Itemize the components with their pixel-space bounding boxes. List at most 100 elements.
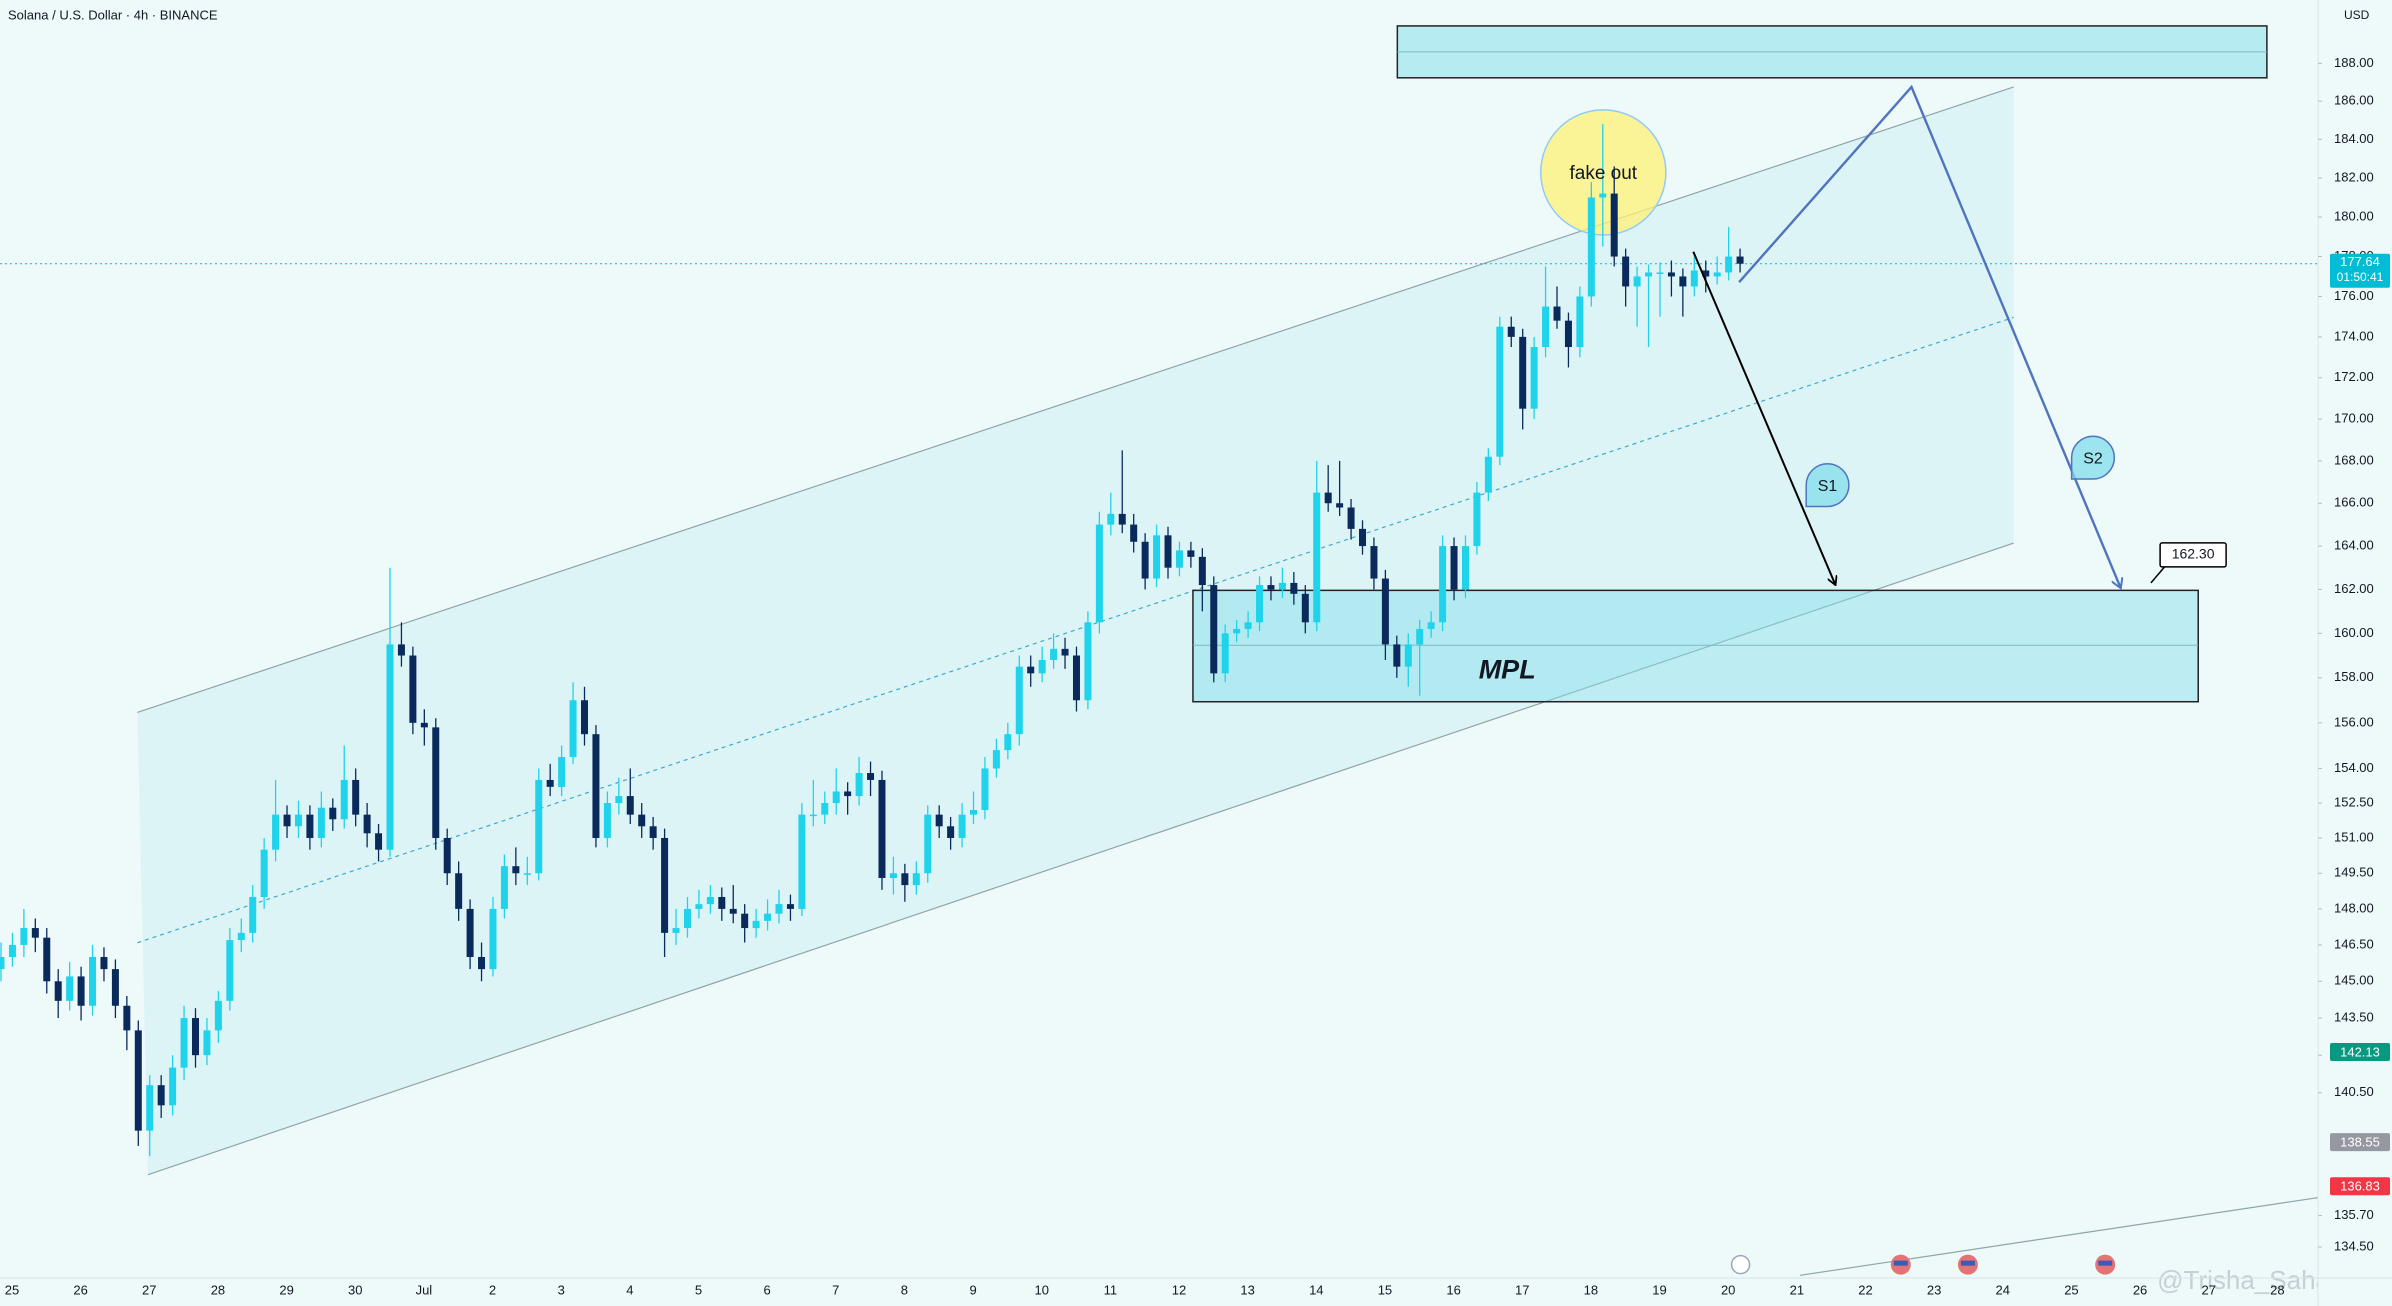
candle-body <box>1404 644 1412 667</box>
candle-body <box>1187 550 1195 557</box>
x-tick-label: 30 <box>348 1282 362 1297</box>
candle-body <box>1507 326 1515 337</box>
candle-body <box>935 814 943 827</box>
candle-body <box>1095 524 1103 623</box>
y-tick-label: 154.00 <box>2334 760 2374 775</box>
candle-body <box>718 896 726 909</box>
candle-body <box>867 773 875 780</box>
channel-fill <box>137 87 2014 1175</box>
x-tick-label: 12 <box>1172 1282 1186 1297</box>
x-tick-label: 28 <box>2270 1282 2284 1297</box>
trend-line <box>1800 1196 2319 1276</box>
y-tick-label: 164.00 <box>2334 538 2374 553</box>
candle-body <box>478 956 486 970</box>
candle-body <box>8 944 16 957</box>
x-tick-label: 21 <box>1790 1282 1804 1297</box>
price-label: 138.55 <box>2340 1135 2380 1150</box>
candle-body <box>1221 633 1229 674</box>
y-tick-label: 170.00 <box>2334 411 2374 426</box>
currency-label: USD <box>2344 8 2370 22</box>
y-tick-label: 186.00 <box>2334 93 2374 108</box>
x-tick-label: 18 <box>1584 1282 1598 1297</box>
candle-body <box>1130 524 1138 542</box>
y-tick-label: 166.00 <box>2334 495 2374 510</box>
candle-body <box>1542 306 1550 348</box>
candle-body <box>889 873 897 878</box>
mpl-label: MPL <box>1479 654 1536 684</box>
candle-body <box>432 727 440 838</box>
target-box <box>2159 542 2227 568</box>
y-tick-label: 156.00 <box>2334 714 2374 729</box>
candle-body <box>134 1030 142 1131</box>
y-tick-label: 188.00 <box>2334 55 2374 70</box>
fake-out-label: fake out <box>1569 163 1637 184</box>
candle-body <box>1461 546 1469 590</box>
candle-body <box>970 810 978 815</box>
candle-body <box>958 814 966 838</box>
candle-body <box>1050 648 1058 660</box>
price-label-bg <box>2330 1133 2390 1152</box>
candle-body <box>1153 535 1161 579</box>
last-price-label: 177.64 <box>2340 254 2380 269</box>
candle-body <box>1084 622 1092 701</box>
candle-body <box>20 928 28 945</box>
chart-title: Solana / U.S. Dollar · 4h · BINANCE <box>8 7 218 22</box>
candle-body <box>1736 256 1744 264</box>
event-icon-flag <box>1893 1260 1908 1266</box>
bubble <box>2070 435 2116 480</box>
candle-body <box>1439 546 1447 623</box>
candle-body <box>649 826 657 838</box>
candle-body <box>844 791 852 797</box>
candle-body <box>764 913 772 921</box>
candle-body <box>352 779 360 815</box>
x-tick-label: 8 <box>901 1282 908 1297</box>
watermark: @Trisha_Saha <box>2157 1265 2330 1295</box>
y-tick-label: 151.00 <box>2334 829 2374 844</box>
candle-body <box>683 908 691 929</box>
arrow-s2 <box>1738 84 2120 587</box>
candle-body <box>752 920 760 929</box>
candle-body <box>386 644 394 850</box>
candle-body <box>1427 622 1435 629</box>
x-tick-label: 5 <box>695 1282 702 1297</box>
candle-body <box>912 873 920 886</box>
price-label: 136.83 <box>2340 1179 2380 1194</box>
candle-body <box>546 779 554 787</box>
candle-body <box>786 904 794 909</box>
candle-body <box>695 904 703 909</box>
candle-body <box>901 873 909 886</box>
x-tick-label: 3 <box>558 1282 565 1297</box>
candle-body <box>1233 628 1241 634</box>
y-tick-label: 143.50 <box>2334 1009 2374 1024</box>
candle-body <box>66 976 74 1001</box>
candle-body <box>420 722 428 728</box>
candle-body <box>1072 655 1080 701</box>
candle-body <box>1359 528 1367 547</box>
x-tick-label: 25 <box>2064 1282 2078 1297</box>
y-tick-label: 162.00 <box>2334 581 2374 596</box>
channel-upper <box>137 86 2014 713</box>
candle-body <box>466 908 474 957</box>
bubble <box>1805 463 1850 508</box>
y-tick-label: 145.00 <box>2334 973 2374 988</box>
candle-body <box>1633 276 1641 287</box>
candle-body <box>1519 336 1527 409</box>
x-tick-label: 28 <box>211 1282 225 1297</box>
candle-body <box>1118 513 1126 525</box>
candle-body <box>1175 550 1183 568</box>
candle-body <box>581 700 589 735</box>
y-tick-label: 134.50 <box>2334 1238 2374 1253</box>
candle-body <box>1347 507 1355 529</box>
candle-body <box>672 928 680 933</box>
candle-body <box>340 779 348 820</box>
y-tick-label: 158.00 <box>2334 669 2374 684</box>
candle-body <box>397 644 405 656</box>
candle-body <box>1107 513 1115 525</box>
candle-body <box>661 837 669 933</box>
drawings <box>0 25 2319 1276</box>
candle-body <box>809 814 817 817</box>
candle-body <box>1198 556 1206 586</box>
bubble-label: S2 <box>2083 450 2103 467</box>
candle-body <box>1061 648 1069 656</box>
